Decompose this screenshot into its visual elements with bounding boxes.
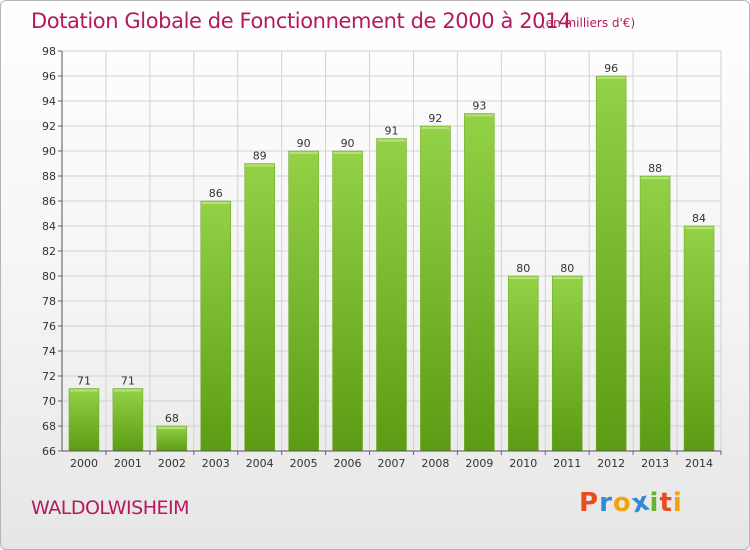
bar-highlight [509,277,538,279]
bar-highlight [289,152,318,154]
axes [58,50,722,455]
bar-highlight [333,152,362,154]
bar-2009 [464,113,495,452]
x-tick-label: 2011 [553,457,581,470]
bar-highlight [553,277,582,279]
bar-2006 [332,150,363,452]
bar-2014 [683,225,715,452]
x-tick-label: 2004 [246,457,274,470]
value-label: 89 [253,150,267,163]
value-label: 90 [341,137,355,150]
x-tick-label: 2013 [641,457,669,470]
value-label: 71 [77,375,91,388]
bar-2000 [68,388,100,452]
y-tick-label: 88 [42,170,56,183]
y-tick-label: 70 [42,395,56,408]
bar-2002 [156,425,188,452]
bar-2003 [200,200,232,452]
logo-letter: i [649,488,660,518]
x-tick-label: 2014 [685,457,713,470]
bar-2007 [376,138,407,452]
x-tick-label: 2007 [378,457,406,470]
x-tick-label: 2008 [421,457,449,470]
y-tick-label: 82 [42,245,56,258]
x-tick-label: 2001 [114,457,142,470]
y-tick-label: 66 [42,445,56,458]
x-tick-label: 2006 [334,457,362,470]
bar-highlight [157,427,186,429]
bar-2013 [639,175,671,452]
bar-2005 [288,150,319,452]
x-tick-label: 2002 [158,457,186,470]
proxiti-logo[interactable]: Proxiti [579,486,683,519]
y-tick-label: 92 [42,120,56,133]
bar-highlight [113,389,142,392]
bar-highlight [641,177,670,179]
y-tick-label: 94 [42,95,56,108]
x-tick-label: 2009 [465,457,493,470]
value-label: 91 [385,125,399,138]
bar-2001 [112,388,144,452]
x-tick-label: 2000 [70,457,98,470]
value-label: 80 [516,262,530,275]
bar-2011 [551,275,583,452]
value-label: 86 [209,187,223,200]
labels: 66 68 70 72 74 76 78 80 82 84 86 88 90 92 94 96 98 71 2000… [42,45,713,470]
bar-highlight [245,164,274,167]
bar-highlight [685,227,714,229]
bar-2010 [508,275,539,452]
y-tick-label: 80 [42,270,56,283]
logo-letter: r [599,488,613,518]
value-label: 90 [297,137,311,150]
y-tick-label: 84 [42,220,56,233]
value-label: 88 [648,162,662,175]
x-tick-label: 2010 [509,457,537,470]
bar-highlight [597,77,626,79]
logo-letter: P [579,488,600,518]
y-tick-label: 86 [42,195,56,208]
value-label: 68 [165,412,179,425]
bar-2012 [595,75,627,452]
bar-highlight [421,127,450,129]
bar-highlight [201,202,230,204]
x-tick-label: 2003 [202,457,230,470]
y-tick-label: 98 [42,45,56,58]
value-label: 71 [121,375,135,388]
value-label: 80 [560,262,574,275]
x-tick-label: 2012 [597,457,625,470]
value-label: 96 [604,62,618,75]
x-tick-label: 2005 [290,457,318,470]
bar-highlight [377,139,406,142]
value-label: 84 [692,212,706,225]
y-tick-label: 74 [42,345,56,358]
logo-letter: t [659,488,673,518]
y-tick-label: 68 [42,420,56,433]
logo-letter: i [672,488,683,518]
y-tick-label: 90 [42,145,56,158]
value-label: 93 [472,100,486,113]
value-label: 92 [428,112,442,125]
bar-highlight [69,389,98,392]
chart-subtitle: (en milliers d'€) [541,16,636,30]
y-tick-label: 72 [42,370,56,383]
bar-2004 [244,163,275,452]
chart-title: Dotation Globale de Fonctionnement de 20… [31,9,572,33]
bars [68,75,715,452]
logo-letter: o [612,488,632,518]
commune-name: WALDOLWISHEIM [31,497,190,519]
y-tick-label: 76 [42,320,56,333]
bar-2008 [420,125,451,452]
bar-highlight [465,114,494,117]
y-tick-label: 78 [42,295,56,308]
y-tick-label: 96 [42,70,56,83]
